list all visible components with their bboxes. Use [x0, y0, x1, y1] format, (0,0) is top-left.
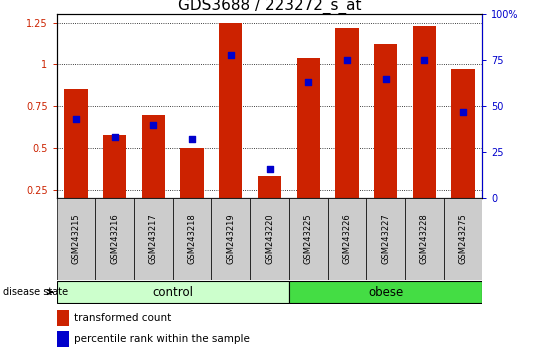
Bar	[134, 198, 172, 280]
Bar	[367, 198, 405, 280]
Text: transformed count: transformed count	[74, 313, 171, 323]
Point	[343, 57, 351, 63]
Point	[459, 109, 467, 115]
Bar	[172, 198, 211, 280]
Text: GSM243218: GSM243218	[188, 213, 197, 264]
Bar	[374, 44, 397, 198]
Bar	[289, 281, 482, 303]
Text: control: control	[152, 286, 193, 298]
Bar	[57, 331, 70, 347]
Point	[265, 166, 274, 172]
Bar	[57, 281, 289, 303]
Bar	[250, 198, 289, 280]
Text: GSM243226: GSM243226	[342, 213, 351, 264]
Bar	[335, 28, 358, 198]
Text: disease state: disease state	[3, 287, 68, 297]
Bar	[289, 198, 328, 280]
Text: GSM243225: GSM243225	[303, 213, 313, 264]
Text: GSM243228: GSM243228	[420, 213, 429, 264]
Point	[72, 116, 80, 122]
Bar	[57, 310, 70, 326]
Bar	[95, 198, 134, 280]
Text: GSM243217: GSM243217	[149, 213, 158, 264]
Bar	[57, 198, 95, 280]
Bar	[64, 90, 87, 198]
Text: GSM243220: GSM243220	[265, 213, 274, 264]
Text: GSM243227: GSM243227	[381, 213, 390, 264]
Text: GSM243275: GSM243275	[459, 213, 467, 264]
Bar	[444, 198, 482, 280]
Point	[149, 122, 158, 127]
Bar	[413, 26, 436, 198]
Point	[381, 76, 390, 81]
Point	[110, 135, 119, 140]
Bar	[142, 115, 165, 198]
Text: GSM243219: GSM243219	[226, 213, 236, 264]
Bar	[219, 23, 243, 198]
Bar	[181, 148, 204, 198]
Point	[304, 79, 313, 85]
Text: percentile rank within the sample: percentile rank within the sample	[74, 334, 250, 344]
Bar	[405, 198, 444, 280]
Point	[420, 57, 429, 63]
Text: obese: obese	[368, 286, 403, 298]
Bar	[328, 198, 367, 280]
Point	[188, 137, 196, 142]
Bar	[452, 69, 475, 198]
Bar	[211, 198, 250, 280]
Text: GSM243216: GSM243216	[110, 213, 119, 264]
Bar	[258, 176, 281, 198]
Point	[226, 52, 235, 57]
Bar	[103, 135, 126, 198]
Title: GDS3688 / 223272_s_at: GDS3688 / 223272_s_at	[178, 0, 361, 14]
Bar	[296, 58, 320, 198]
Text: GSM243215: GSM243215	[72, 213, 80, 264]
